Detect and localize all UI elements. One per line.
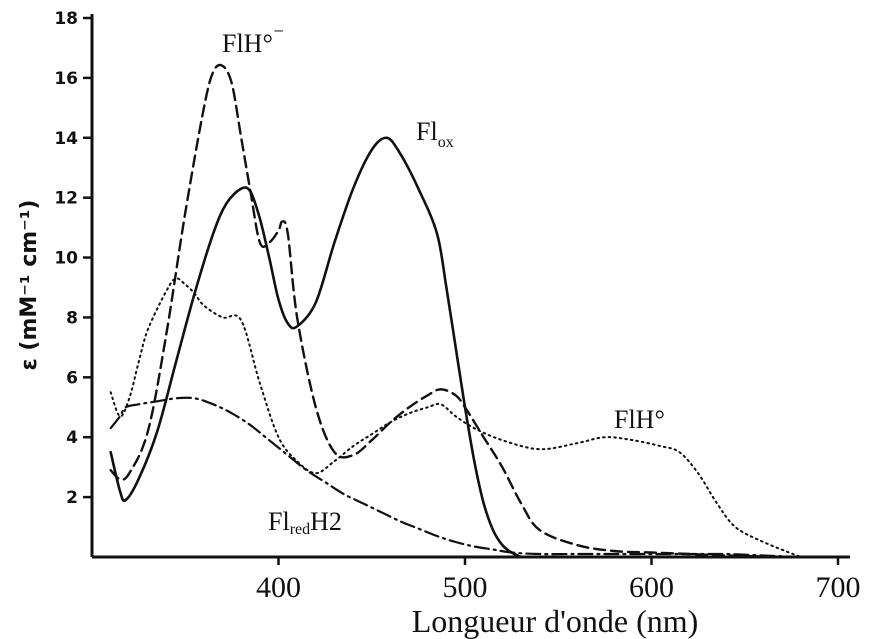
y-tick-label: 18 [54,9,78,29]
series-label-flh-anion: FlH°⁻ [222,22,284,58]
axes: 2 4 6 8 10 12 14 16 18 400 500 600 700 [54,9,860,604]
y-tick-label: 6 [66,368,78,388]
x-tick-label: 700 [816,571,861,604]
series-label-flh: FlH° [614,405,665,434]
y-tick-label: 8 [66,308,78,328]
y-tick-label: 12 [54,189,78,209]
series-line-3 [109,396,802,559]
x-axis-label: Longueur d'onde (nm) [412,603,699,639]
series-line-0 [109,136,523,559]
y-tick-label: 2 [66,488,78,508]
y-tick-label: 16 [54,69,78,89]
series-label-flredh2: FlredH2 [268,507,342,538]
series-line-2 [109,277,802,558]
series-lines [109,63,802,559]
series-label-flox: Flox [416,117,454,151]
y-tick-label: 10 [54,249,78,269]
y-tick-label: 14 [54,129,78,149]
y-tick-label: 4 [66,428,78,448]
series-line-1 [109,63,802,559]
x-tick-label: 600 [629,571,674,604]
x-tick-label: 400 [256,571,301,604]
x-tick-label: 500 [443,571,488,604]
y-axis-label: ε (mM⁻¹ cm⁻¹) [17,200,42,371]
